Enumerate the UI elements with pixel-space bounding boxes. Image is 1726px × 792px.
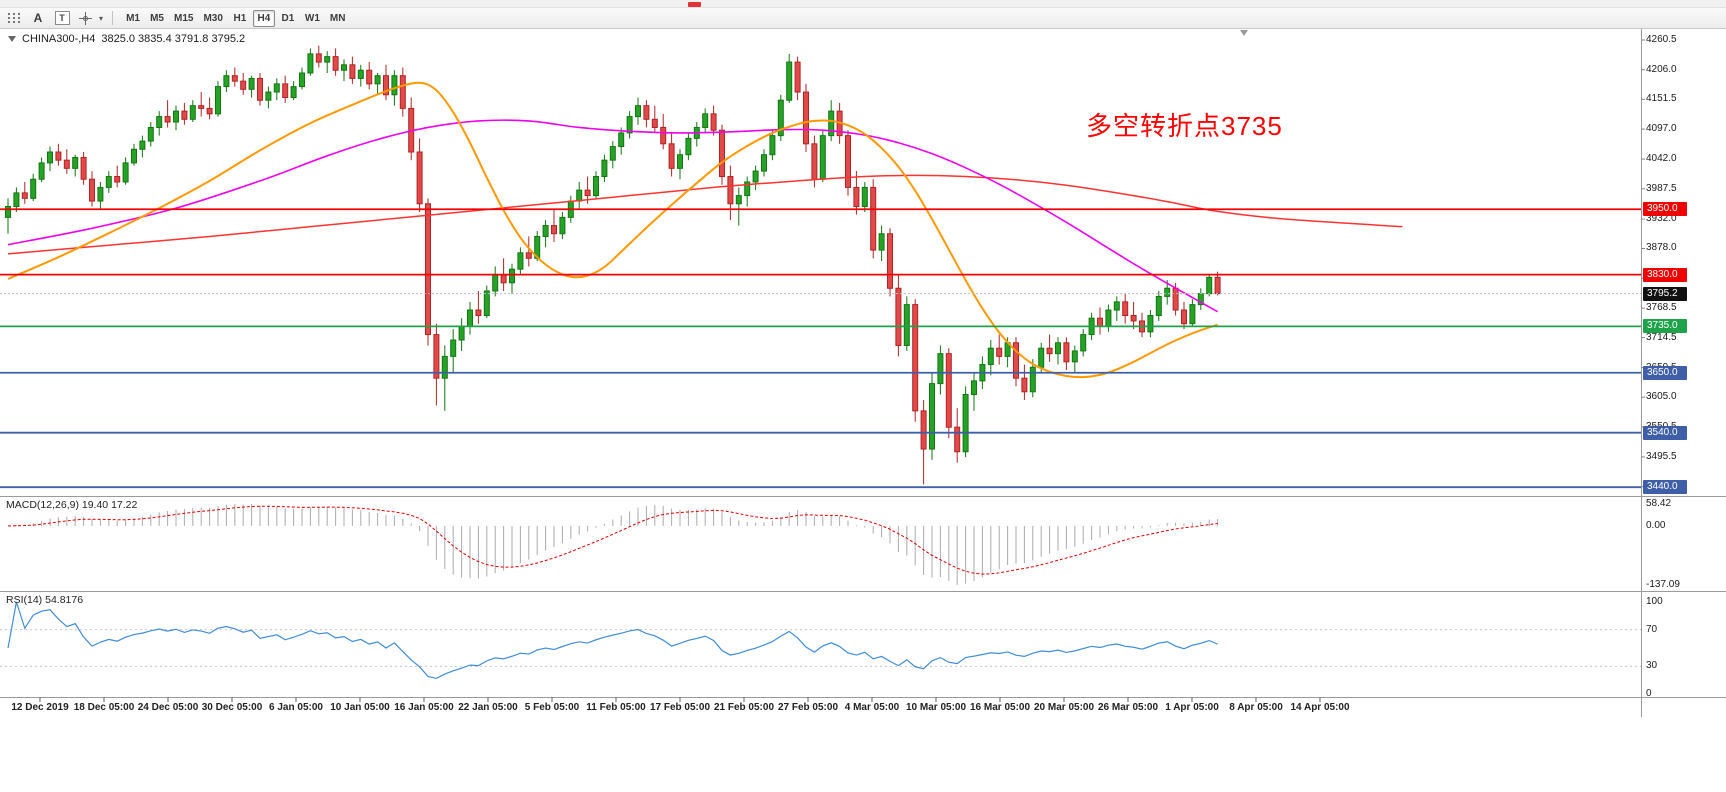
time-axis-label: 12 Dec 2019 [11, 702, 69, 713]
crosshair-tool-icon[interactable] [75, 10, 95, 27]
macd-name: MACD(12,26,9) [6, 499, 79, 511]
time-axis-label: 10 Mar 05:00 [905, 702, 967, 713]
one-click-trading-icon[interactable] [8, 36, 16, 42]
price-line-badge: 3440.0 [1643, 480, 1687, 495]
price-axis-label: 4260.5 [1646, 34, 1677, 45]
rsi-scale-label: 70 [1646, 623, 1658, 635]
rsi-line [7, 601, 1218, 680]
price-axis-label: 3878.0 [1646, 242, 1677, 254]
macd-scale-zero: 0.00 [1646, 519, 1666, 531]
timeframe-button-h4[interactable]: H4 [252, 9, 275, 27]
time-axis-label: 4 Mar 05:00 [844, 702, 900, 713]
price-axis-label: 3932.0 [1646, 213, 1677, 225]
text-tool-glyph: T [54, 11, 70, 25]
price-axis-label: 3495.5 [1646, 450, 1677, 462]
ma-magenta-slow [7, 119, 1218, 313]
time-axis-label: 21 Feb 05:00 [713, 702, 775, 713]
price-axis-label: 3714.5 [1646, 331, 1677, 343]
symbol-period-label: CHINA300-,H4 [22, 33, 96, 45]
toolbar-separator [112, 11, 114, 25]
time-axis-label: 30 Dec 05:00 [201, 702, 263, 713]
time-axis-label: 18 Dec 05:00 [73, 702, 135, 713]
rsi-scale-label: 0 [1646, 688, 1652, 699]
price-line-badge: 3830.0 [1643, 267, 1687, 282]
rsi-scale-label: 100 [1646, 596, 1663, 607]
price-axis-label: 4206.0 [1646, 63, 1677, 75]
timeframe-button-d1[interactable]: D1 [281, 12, 295, 24]
toolbar: A T ▾ M1 M5 M15 M30 H1 H4 D1 W1 MN [0, 8, 1726, 29]
timeframe-button-m15[interactable]: M15 [174, 12, 194, 24]
chart-shift-marker[interactable] [1240, 30, 1248, 36]
time-axis-label: 1 Apr 05:00 [1165, 702, 1219, 713]
time-axis-label: 11 Feb 05:00 [586, 702, 646, 713]
rsi-label: RSI(14) 54.8176 [6, 594, 83, 606]
rsi-scale-label: 30 [1646, 660, 1658, 672]
time-axis-label: 16 Jan 05:00 [394, 702, 454, 713]
macd-scale-min: -137.09 [1646, 579, 1680, 590]
timeframe-button-m30[interactable]: M30 [203, 12, 223, 24]
price-axis-label: 3987.5 [1646, 182, 1677, 194]
menubar-icon-fragment [688, 2, 701, 7]
chevron-down-icon[interactable]: ▾ [99, 13, 104, 23]
ohlc-values: 3825.0 3835.4 3791.8 3795.2 [101, 33, 246, 45]
time-axis-label: 5 Feb 05:00 [524, 702, 580, 713]
timeframe-button-m1[interactable]: M1 [126, 12, 140, 24]
macd-signal-line [7, 505, 1218, 575]
time-axis-label: 6 Jan 05:00 [269, 702, 323, 713]
timeframe-button-h1[interactable]: H1 [233, 12, 247, 24]
time-axis-label: 14 Apr 05:00 [1290, 702, 1350, 713]
macd-signal-value: 17.22 [111, 499, 138, 511]
current-price-badge: 3795.2 [1643, 286, 1687, 301]
macd-label: MACD(12,26,9) 19.40 17.22 [6, 499, 137, 511]
macd-scale-max: 58.42 [1646, 498, 1672, 509]
ma-red-long [7, 174, 1403, 255]
price-line-badge: 3735.0 [1643, 319, 1687, 334]
time-axis-label: 26 Mar 05:00 [1097, 702, 1159, 713]
text-tool-icon[interactable]: T [52, 10, 72, 27]
price-axis-label: 4151.5 [1646, 93, 1677, 105]
rsi-value: 54.8176 [45, 594, 84, 606]
font-tool-button[interactable]: A [33, 11, 43, 25]
chart-title: CHINA300-,H4 3825.0 3835.4 3791.8 3795.2 [8, 33, 245, 45]
rsi-name: RSI(14) [6, 594, 43, 606]
time-axis-label: 27 Feb 05:00 [777, 702, 839, 713]
price-axis-label: 4042.0 [1646, 153, 1677, 165]
ma-orange-fast [7, 81, 1218, 379]
price-axis-label: 3768.5 [1646, 302, 1677, 314]
price-axis-label: 4097.0 [1646, 123, 1677, 135]
time-axis-label: 22 Jan 05:00 [458, 702, 518, 713]
time-axis-label: 8 Apr 05:00 [1229, 702, 1283, 713]
price-axis-label: 3605.0 [1646, 391, 1677, 403]
menubar-clipped [0, 0, 1726, 8]
time-axis-label: 17 Feb 05:00 [649, 702, 711, 713]
grid-icon[interactable] [4, 10, 24, 27]
chart-annotation: 多空转折点3735 [1086, 111, 1283, 141]
timeframe-button-w1[interactable]: W1 [304, 12, 320, 24]
price-line-badge: 3950.0 [1643, 202, 1687, 217]
timeframe-button-mn[interactable]: MN [329, 12, 346, 24]
price-line-badge: 3650.0 [1643, 365, 1687, 380]
time-axis-label: 20 Mar 05:00 [1033, 702, 1095, 713]
timeframe-button-m5[interactable]: M5 [150, 12, 164, 24]
timeframe-button-group: M1 M5 M15 M30 H1 H4 D1 W1 MN [122, 9, 349, 27]
time-axis-label: 24 Dec 05:00 [137, 702, 199, 713]
price-line-badge: 3540.0 [1643, 425, 1687, 440]
time-axis-label: 16 Mar 05:00 [969, 702, 1031, 713]
time-axis-label: 10 Jan 05:00 [330, 702, 390, 713]
macd-main-value: 19.40 [81, 499, 109, 511]
